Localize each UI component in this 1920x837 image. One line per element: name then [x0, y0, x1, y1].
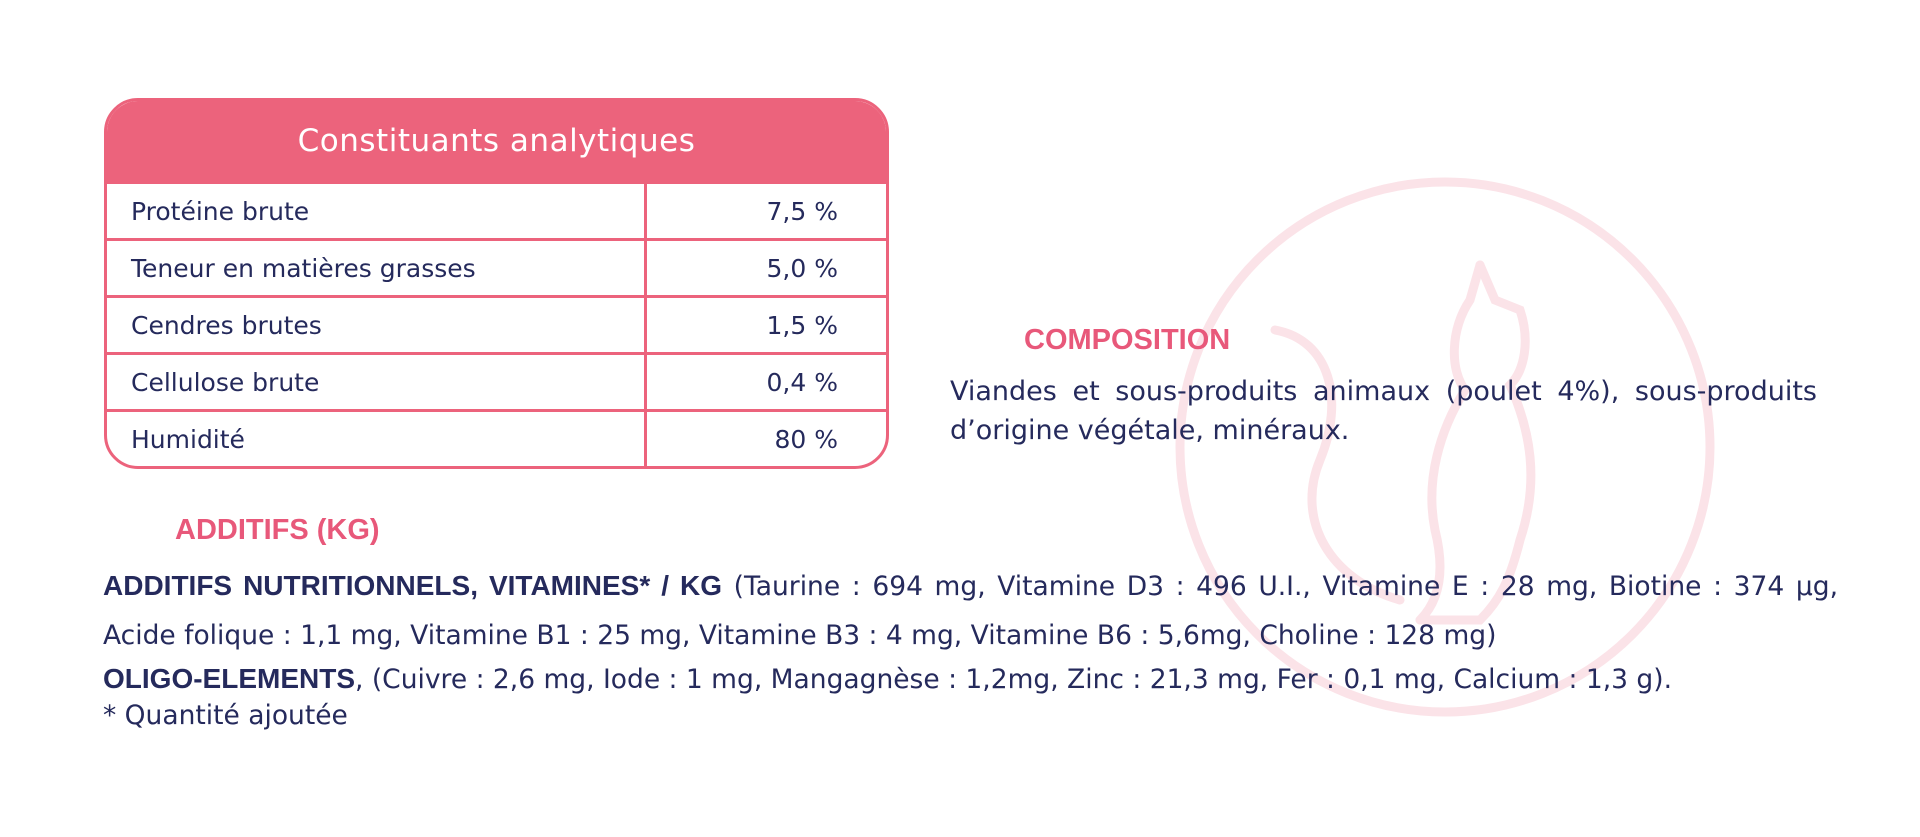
- constituent-name: Protéine brute: [107, 181, 647, 240]
- constituent-value: 80 %: [645, 409, 886, 466]
- table-row: Protéine brute 7,5 %: [107, 181, 886, 240]
- footnote: * Quantité ajoutée: [103, 700, 348, 731]
- table-row: Cendres brutes 1,5 %: [107, 295, 886, 354]
- table-title: Constituants analytiques: [107, 101, 886, 181]
- constituent-value: 1,5 %: [645, 295, 886, 354]
- table-row: Cellulose brute 0,4 %: [107, 352, 886, 411]
- constituent-name: Cellulose brute: [107, 352, 647, 411]
- table-body: Protéine brute 7,5 % Teneur en matières gr…: [107, 181, 886, 466]
- analysis-table: Constituants analytiques Protéine brute 7…: [104, 98, 889, 469]
- oligo-elements: OLIGO-ELEMENTS, (Cuivre : 2,6 mg, Iode :…: [103, 659, 1838, 700]
- constituent-name: Cendres brutes: [107, 295, 647, 354]
- oligo-label: OLIGO-ELEMENTS: [103, 663, 355, 694]
- nutritional-text: (Taurine : 694 mg, Vitamine D3 : 496 U.I…: [103, 571, 1838, 651]
- constituent-value: 5,0 %: [645, 238, 886, 297]
- table-row: Teneur en matières grasses 5,0 %: [107, 238, 886, 297]
- oligo-text: , (Cuivre : 2,6 mg, Iode : 1 mg, Mangagn…: [355, 664, 1673, 695]
- additives-title: ADDITIFS (KG): [175, 514, 380, 546]
- constituent-name: Teneur en matières grasses: [107, 238, 647, 297]
- constituent-name: Humidité: [107, 409, 647, 466]
- constituent-value: 0,4 %: [645, 352, 886, 411]
- table-row: Humidité 80 %: [107, 409, 886, 466]
- composition-text: Viandes et sous-produits animaux (poulet…: [950, 376, 1817, 446]
- nutritional-label: ADDITIFS NUTRITIONNELS, VITAMINES* / KG: [103, 570, 722, 601]
- constituent-value: 7,5 %: [645, 181, 886, 240]
- nutritional-additives: ADDITIFS NUTRITIONNELS, VITAMINES* / KG …: [103, 561, 1838, 660]
- composition-title: COMPOSITION: [1024, 324, 1231, 356]
